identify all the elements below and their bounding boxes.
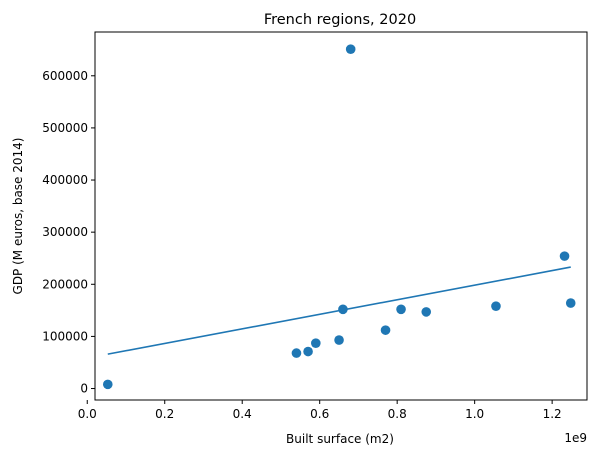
y-tick-label: 500000 (42, 121, 88, 135)
x-tick-label: 0.6 (310, 407, 329, 421)
x-tick-label: 0.4 (233, 407, 252, 421)
x-axis: 0.0 0.2 0.4 0.6 0.8 1.0 1.2 (78, 400, 562, 421)
y-tick-label: 0 (80, 382, 88, 396)
chart-title: French regions, 2020 (264, 12, 416, 28)
y-tick-label: 200000 (42, 277, 88, 291)
plot-area (94, 31, 588, 401)
scatter-point (102, 379, 113, 390)
x-tick-label: 0.2 (155, 407, 174, 421)
scatter-point (421, 307, 432, 317)
scatter-point (559, 251, 570, 261)
x-axis-offset-label: 1e9 (564, 431, 587, 445)
y-axis-label: GDP (M euros, base 2014) (11, 138, 25, 295)
y-tick-label: 400000 (42, 173, 88, 187)
scatter-point (565, 298, 576, 308)
scatter-point (380, 325, 391, 335)
series-layer (102, 44, 576, 390)
scatter-point (338, 304, 348, 315)
y-axis: 0 100000 200000 300000 400000 500000 600000 (42, 69, 95, 396)
x-tick-label: 0.8 (388, 407, 407, 421)
scatter-point (345, 44, 356, 55)
x-axis-label: Built surface (m2) (286, 432, 394, 446)
y-tick-label: 600000 (42, 69, 88, 83)
x-tick-label: 1.0 (465, 407, 484, 421)
x-tick-label: 1.2 (543, 407, 562, 421)
x-tick-label: 0.0 (78, 407, 97, 421)
scatter-point (291, 348, 302, 358)
y-tick-label: 300000 (42, 225, 88, 239)
scatter-point (396, 304, 406, 315)
scatter-point (303, 346, 313, 357)
scatter-point (311, 338, 321, 348)
scatter-point (334, 335, 344, 345)
y-tick-label: 100000 (42, 329, 88, 343)
scatter-point (491, 301, 501, 311)
